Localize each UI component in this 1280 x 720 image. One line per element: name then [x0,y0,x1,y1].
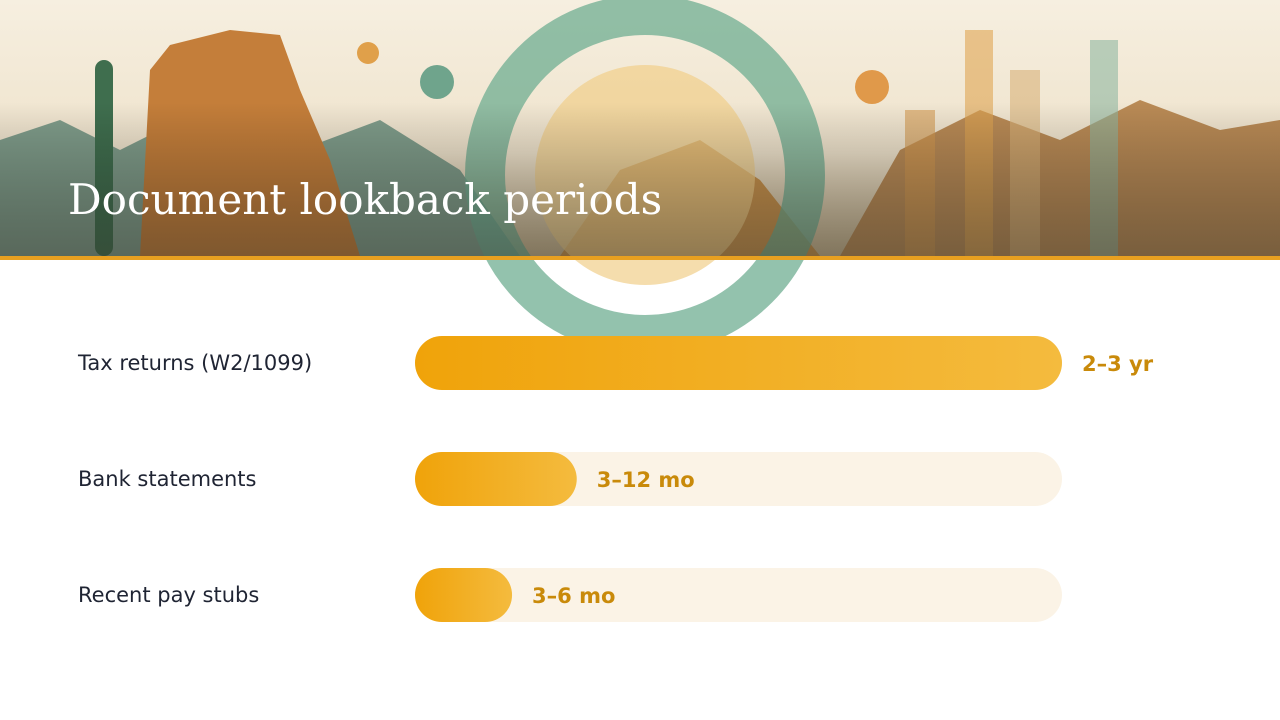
bar-track [415,568,1062,622]
value-label: 3–6 mo [532,584,615,608]
bar [415,568,513,622]
bar-track [415,452,1062,506]
category-label: Bank statements [78,467,256,491]
value-label: 2–3 yr [1082,352,1154,376]
chart-title: Document lookback periods [68,175,662,224]
bar [415,336,1062,390]
header-illustration [0,0,1280,355]
bar [415,452,577,506]
category-label: Tax returns (W2/1099) [77,351,312,375]
category-label: Recent pay stubs [78,583,259,607]
value-label: 3–12 mo [597,468,695,492]
